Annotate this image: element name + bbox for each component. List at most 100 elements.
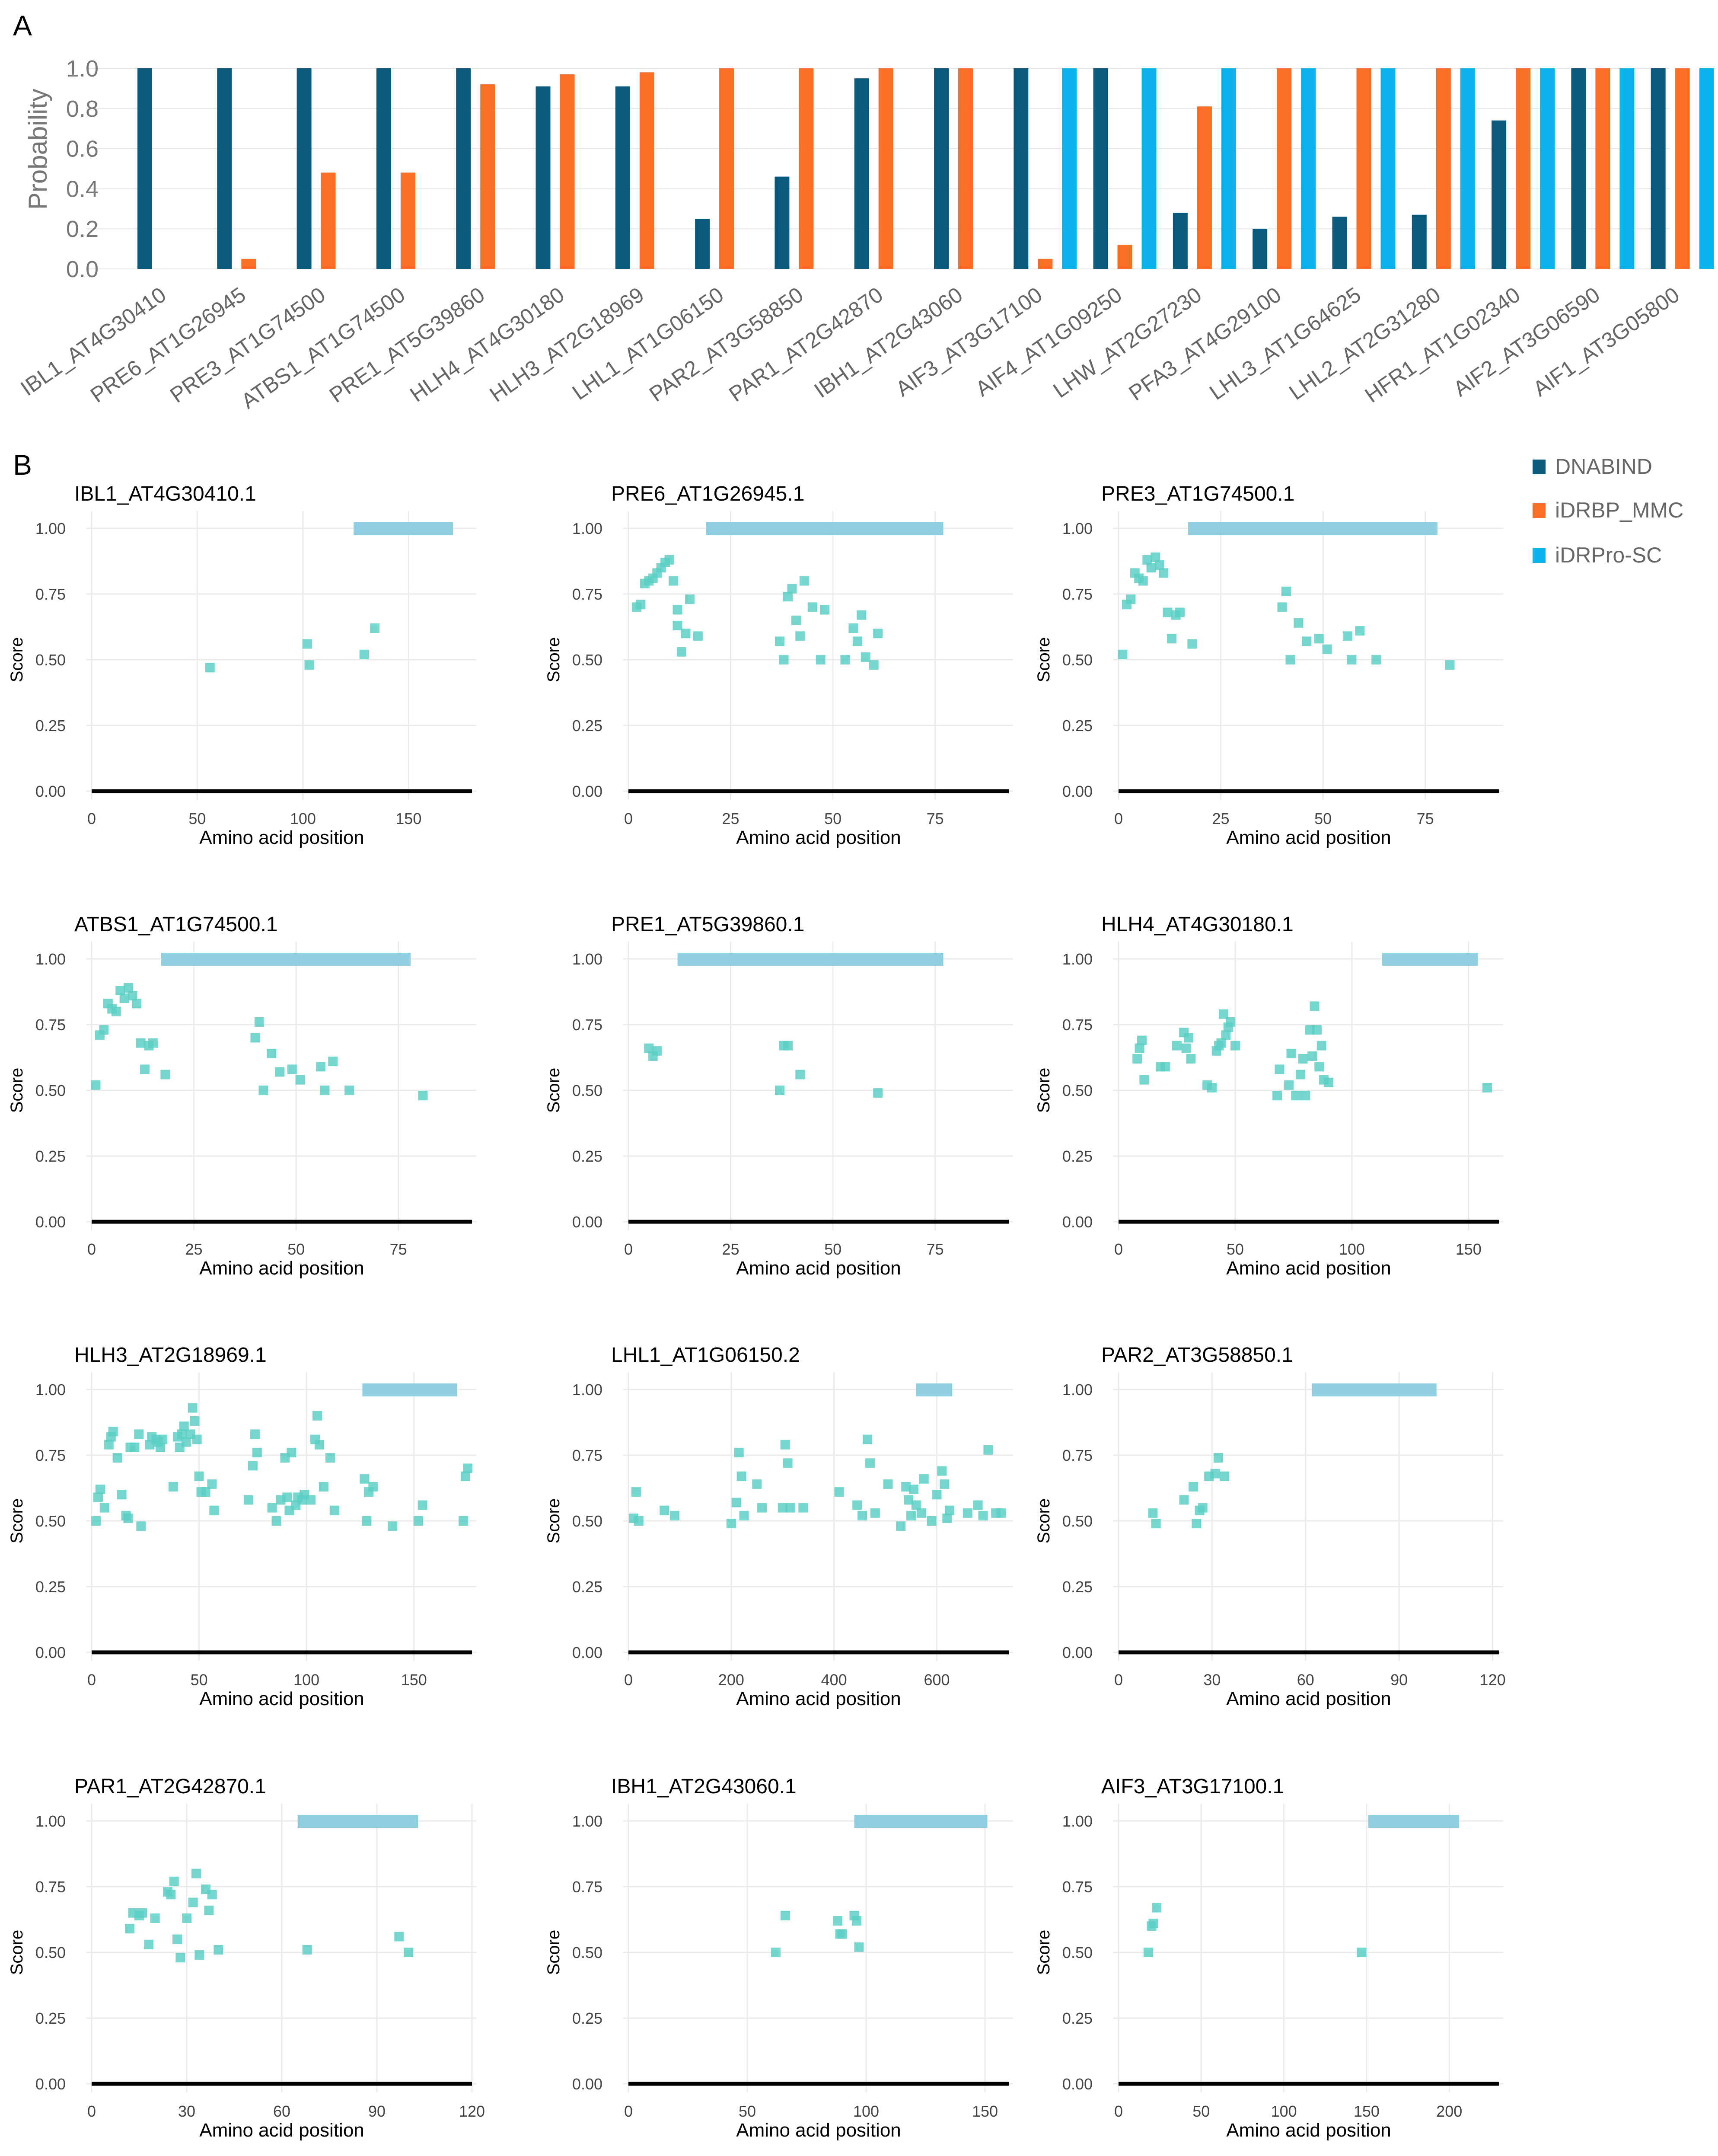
b-x-tick-label: 50 <box>739 2102 756 2120</box>
b-score-point <box>857 1511 867 1520</box>
a-bar-idrbp-mmc <box>1117 245 1132 269</box>
b-y-tick-label: 0.25 <box>572 1578 602 1596</box>
b-binding-region-bar <box>1312 1383 1437 1396</box>
b-score-point <box>127 991 137 1001</box>
b-x-tick-label: 60 <box>273 2102 290 2120</box>
b-score-point <box>388 1521 398 1531</box>
b-y-tick-label: 0.25 <box>1062 2009 1093 2027</box>
b-score-point <box>848 623 858 633</box>
b-binding-region-bar <box>362 1383 457 1396</box>
b-x-tick-label: 200 <box>718 1671 744 1689</box>
b-x-tick-label: 0 <box>87 1671 96 1689</box>
b-score-point <box>115 985 125 995</box>
b-score-point <box>937 1466 947 1476</box>
a-bar-idrbp-mmc <box>958 68 973 269</box>
b-score-point <box>669 576 679 586</box>
b-score-point <box>418 1091 428 1101</box>
a-bar-idrbp-mmc <box>1038 259 1053 269</box>
panel-a-label: A <box>13 10 32 42</box>
b-score-point <box>1183 1033 1193 1043</box>
b-y-tick-label: 0.00 <box>1062 1644 1093 1661</box>
b-score-point <box>304 660 314 670</box>
b-x-tick-label: 100 <box>1339 1240 1365 1258</box>
a-bar-idrbp-mmc <box>1595 68 1610 269</box>
b-score-point <box>1307 1051 1317 1061</box>
b-score-point <box>1218 1009 1228 1019</box>
a-bar-idrpro-sc <box>1540 68 1555 269</box>
b-score-point <box>1151 552 1160 562</box>
b-y-tick-label: 0.25 <box>35 1578 66 1596</box>
b-binding-region-bar <box>354 522 453 535</box>
b-binding-region-bar <box>1368 1815 1460 1828</box>
a-bar-idrbp-mmc <box>1436 68 1451 269</box>
b-score-point <box>807 602 817 612</box>
b-y-tick-label: 0.75 <box>1062 585 1093 603</box>
b-score-point <box>370 623 380 633</box>
b-score-point <box>1277 602 1287 612</box>
b-score-point <box>883 1479 893 1489</box>
b-binding-region-bar <box>706 522 943 535</box>
b-y-tick-label: 0.75 <box>572 1447 602 1464</box>
b-x-tick-label: 150 <box>395 810 421 827</box>
b-score-point <box>287 1064 297 1074</box>
b-y-tick-label: 0.75 <box>1062 1016 1093 1034</box>
b-binding-region-bar <box>1188 522 1438 535</box>
b-y-tick-label: 0.75 <box>35 1447 66 1464</box>
b-score-point <box>250 1429 260 1439</box>
b-score-point <box>1163 607 1173 617</box>
b-score-point <box>906 1511 916 1520</box>
b-score-point <box>394 1932 404 1942</box>
b-score-point <box>1291 1091 1301 1101</box>
a-bar-idrbp-mmc <box>241 259 256 269</box>
b-score-point <box>1284 1080 1294 1090</box>
b-score-point <box>271 1516 281 1526</box>
b-score-point <box>909 1485 918 1495</box>
b-score-point <box>775 636 785 646</box>
b-x-tick-label: 400 <box>821 1671 847 1689</box>
b-score-point <box>1207 1083 1217 1092</box>
b-x-tick-label: 75 <box>927 810 944 827</box>
b-score-point <box>757 1503 767 1513</box>
b-score-point <box>207 1890 217 1900</box>
b-score-point <box>932 1490 942 1500</box>
scatter-panel: 0.00 0.25 0.50 0.75 1.00 0 30 60 90 120 PAR1_AT2G4… <box>7 1775 485 2141</box>
b-score-point <box>873 629 883 639</box>
b-score-point <box>191 1869 201 1878</box>
b-x-axis-title: Amino acid position <box>736 1688 901 1709</box>
b-score-point <box>160 1070 170 1080</box>
b-score-point <box>319 1482 328 1492</box>
b-y-axis-title: Score <box>7 1930 26 1975</box>
a-bar-idrpro-sc <box>1062 68 1077 269</box>
b-score-point <box>282 1492 292 1502</box>
b-x-tick-label: 50 <box>1192 2102 1210 2120</box>
b-y-tick-label: 0.75 <box>1062 1447 1093 1464</box>
a-bar-idrbp-mmc <box>480 84 495 269</box>
a-bar-dnabind <box>137 68 152 269</box>
b-score-point <box>820 605 830 615</box>
b-score-point <box>775 1086 785 1095</box>
b-x-axis-title: Amino acid position <box>736 2120 901 2141</box>
b-score-point <box>865 1458 875 1468</box>
b-score-point <box>192 1434 202 1444</box>
b-x-tick-label: 0 <box>1114 810 1123 827</box>
legend-label-idrbp-mmc: iDRBP_MMC <box>1555 498 1683 522</box>
b-x-tick-label: 50 <box>287 1240 305 1258</box>
b-y-tick-label: 0.00 <box>35 1644 66 1661</box>
b-score-point <box>681 629 691 639</box>
b-score-point <box>795 631 805 641</box>
legend-swatch-idrpro-sc <box>1533 548 1546 563</box>
b-y-tick-label: 1.00 <box>35 520 66 537</box>
b-score-point <box>204 1905 214 1915</box>
b-x-tick-label: 0 <box>1114 1671 1123 1689</box>
a-y-tick-label: 0.4 <box>66 176 99 202</box>
b-score-point <box>124 983 134 993</box>
scatter-panel: 0.00 0.25 0.50 0.75 1.00 0 25 50 75 PRE3_AT1G7450… <box>1034 482 1503 848</box>
b-score-point <box>1175 607 1185 617</box>
b-score-point <box>634 1516 644 1526</box>
b-score-point <box>1192 1519 1202 1529</box>
b-score-point <box>1220 1471 1230 1481</box>
a-y-tick-label: 0.2 <box>66 216 99 242</box>
a-y-axis-title: Probability <box>23 89 52 210</box>
b-x-axis-title: Amino acid position <box>1226 827 1391 848</box>
b-score-point <box>1159 568 1169 578</box>
